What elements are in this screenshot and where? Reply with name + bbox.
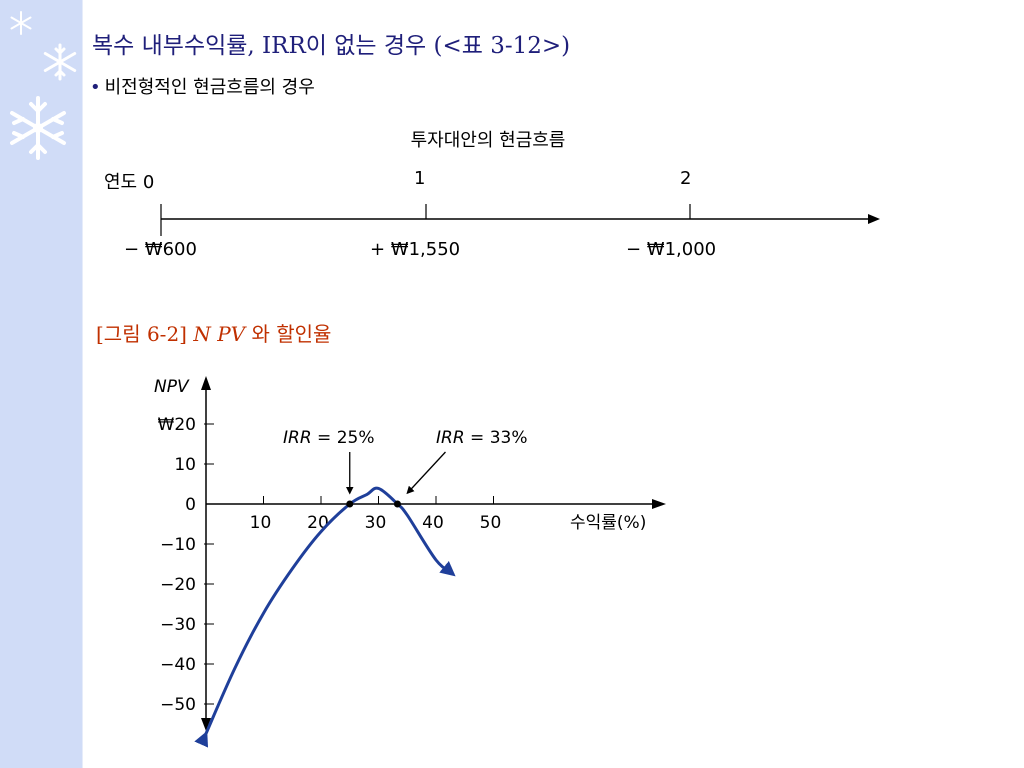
cashflow-title: 투자대안의 현금흐름 bbox=[410, 130, 566, 151]
irr-label: IRR = 25% bbox=[283, 428, 374, 448]
irr-pointer-arrow bbox=[406, 451, 446, 495]
cashflow-amount-2: − ₩1,000 bbox=[626, 239, 717, 260]
x-tick-label: 50 bbox=[480, 513, 502, 533]
figure-caption: [그림 6-2] N PV 와 할인율 bbox=[96, 318, 331, 347]
slide-title: 복수 내부수익률, IRR이 없는 경우 (<표 3-12>) bbox=[92, 33, 571, 59]
irr-point bbox=[346, 500, 354, 508]
year-2-label: 2 bbox=[680, 168, 692, 189]
y-tick-label: 10 bbox=[174, 455, 196, 475]
chart-annotations: IRR = 25% IRR = 33% bbox=[283, 428, 527, 508]
x-tick-label: 40 bbox=[422, 513, 444, 533]
y-axis-label: NPV bbox=[154, 377, 190, 397]
year-0-label: 연도 0 bbox=[104, 172, 155, 193]
cashflow-amount-1: + ₩1,550 bbox=[370, 239, 461, 260]
y-tick-label: ₩20 bbox=[158, 415, 196, 435]
x-tick-label: 30 bbox=[365, 513, 387, 533]
y-tick-label: −40 bbox=[160, 655, 196, 675]
y-tick-label: −30 bbox=[160, 615, 196, 635]
chart-series bbox=[194, 486, 456, 748]
y-tick-label: −10 bbox=[160, 535, 196, 555]
x-tick-label: 10 bbox=[250, 513, 272, 533]
x-axis-label: 수익률(%) bbox=[570, 513, 646, 533]
chart-ticks: ₩20 10 0 −10 −20 −30 −40 −50 10 20 30 40 50 bbox=[158, 415, 502, 715]
npv-curve bbox=[194, 486, 456, 748]
y-tick-label: 0 bbox=[185, 495, 196, 515]
y-tick-label: −20 bbox=[160, 575, 196, 595]
bullet-item: • 비전형적인 현금흐름의 경우 bbox=[90, 73, 315, 99]
irr-label: IRR = 33% bbox=[436, 428, 527, 448]
snowflake-small-icon bbox=[10, 11, 32, 35]
year-1-label: 1 bbox=[414, 168, 426, 189]
y-tick-label: −50 bbox=[160, 695, 196, 715]
figure-caption-npv: N PV bbox=[193, 322, 246, 346]
irr-point bbox=[393, 500, 401, 508]
figure-caption-suffix: 와 할인율 bbox=[251, 322, 332, 346]
decorative-sidebar bbox=[0, 0, 83, 768]
snowflake-large-icon bbox=[10, 96, 66, 160]
cashflow-amount-0: − ₩600 bbox=[124, 239, 197, 260]
figure-caption-prefix: [그림 6-2] bbox=[96, 322, 187, 346]
bullet-dot-icon: • bbox=[90, 77, 101, 98]
chart-axes bbox=[201, 376, 666, 731]
snowflake-medium-icon bbox=[43, 43, 77, 81]
bullet-text: 비전형적인 현금흐름의 경우 bbox=[104, 77, 315, 98]
x-tick-label: 20 bbox=[307, 513, 329, 533]
